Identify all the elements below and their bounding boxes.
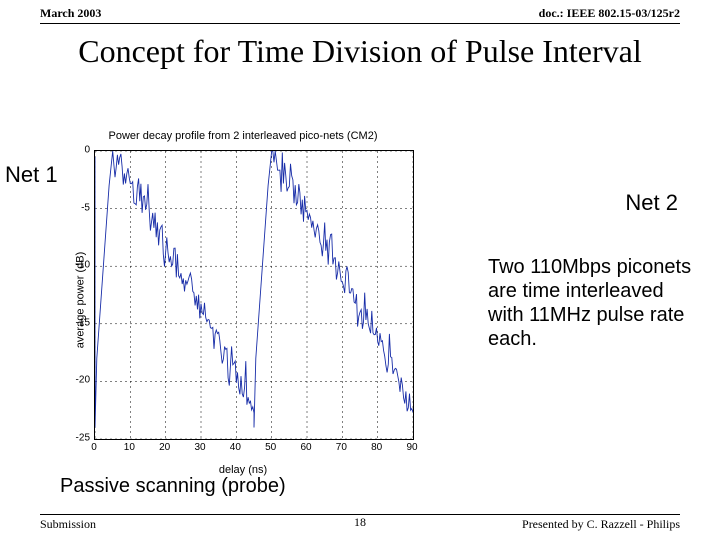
xtick-label: 50 (265, 442, 276, 453)
xtick-label: 30 (194, 442, 205, 453)
xtick-label: 0 (91, 442, 97, 453)
description-text: Two 110Mbps piconets are time interleave… (488, 255, 698, 351)
xtick-label: 90 (406, 442, 417, 453)
footer-bar: Submission Presented by C. Razzell - Phi… (40, 514, 680, 532)
chart-xlabel: delay (ns) (58, 464, 428, 476)
header-date: March 2003 (40, 6, 101, 21)
ytick-label: -5 (81, 202, 90, 213)
chart-title: Power decay profile from 2 interleaved p… (58, 130, 428, 142)
net2-label: Net 2 (625, 190, 678, 216)
xtick-label: 80 (371, 442, 382, 453)
ytick-label: -15 (76, 317, 90, 328)
chart-plot-area (94, 150, 414, 440)
header-bar: March 2003 doc.: IEEE 802.15-03/125r2 (40, 6, 680, 24)
xtick-label: 10 (124, 442, 135, 453)
ytick-label: -20 (76, 375, 90, 386)
chart-container: Power decay profile from 2 interleaved p… (58, 130, 428, 470)
page-title: Concept for Time Division of Pulse Inter… (0, 34, 720, 69)
passive-scanning-label: Passive scanning (probe) (60, 475, 286, 498)
header-docid: doc.: IEEE 802.15-03/125r2 (539, 6, 680, 21)
ytick-label: 0 (84, 145, 90, 156)
ytick-label: -25 (76, 433, 90, 444)
footer-right: Presented by C. Razzell - Philips (522, 517, 680, 532)
xtick-label: 70 (336, 442, 347, 453)
net1-label: Net 1 (5, 162, 58, 188)
footer-left: Submission (40, 517, 96, 532)
ytick-label: -10 (76, 260, 90, 271)
xtick-label: 60 (300, 442, 311, 453)
xtick-label: 20 (159, 442, 170, 453)
xtick-label: 40 (230, 442, 241, 453)
